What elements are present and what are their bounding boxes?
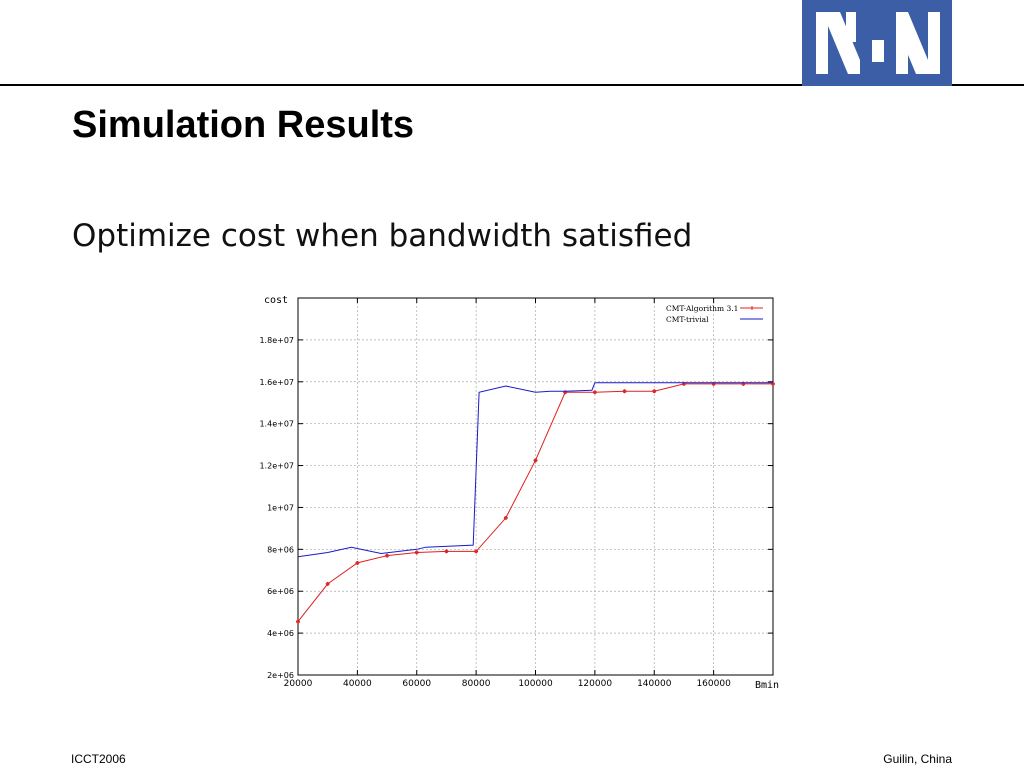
ngn-logo-icon	[802, 0, 952, 86]
y-tick-label: 1.4e+07	[259, 420, 294, 429]
data-point-ring	[652, 389, 657, 394]
x-axis-label: Bmin	[755, 680, 779, 691]
data-point-ring	[325, 582, 330, 586]
legend-label: CMT-Algorithm 3.1	[666, 304, 738, 313]
y-tick-label: 8e+06	[267, 545, 294, 554]
series	[296, 381, 775, 624]
legend: CMT-Algorithm 3.1 CMT-trivial	[666, 304, 763, 324]
series-line-2	[297, 382, 773, 558]
data-point-ring	[622, 389, 627, 394]
y-tick-label: 4e+06	[267, 629, 294, 638]
y-tick-label: 1.8e+07	[259, 336, 294, 345]
y-tick-label: 1.6e+07	[259, 378, 294, 387]
y-axis-ticks: 2e+06 4e+06 6e+06 8e+06 1e+07 1.2e+07 1.4e+07 1…	[259, 336, 773, 680]
data-point-ring	[474, 549, 478, 554]
y-tick-label: 1e+07	[267, 503, 294, 512]
x-tick-label: 160000	[696, 679, 731, 689]
x-tick-label: 120000	[578, 679, 613, 689]
x-axis-ticks: 20000 40000 60000 80000 100000 120000 140000 16…	[284, 298, 731, 689]
slide-title: Simulation Results	[72, 104, 415, 146]
x-tick-label: 40000	[343, 679, 372, 689]
x-tick-label: 140000	[637, 679, 672, 689]
legend-marker	[750, 306, 754, 310]
grid	[298, 298, 773, 676]
y-tick-label: 2e+06	[267, 671, 294, 680]
x-tick-label: 100000	[518, 679, 553, 689]
y-axis-label: cost	[264, 295, 288, 306]
footer-location: Guilin, China	[883, 752, 952, 766]
x-tick-label: 80000	[462, 679, 491, 689]
footer-conference: ICCT2006	[71, 752, 126, 766]
y-tick-label: 1.2e+07	[259, 462, 294, 471]
top-rule	[0, 84, 1024, 86]
cost-line-chart: 2e+06 4e+06 6e+06 8e+06 1e+07 1.2e+07 1.4e+07 1…	[259, 295, 779, 691]
data-point-ring	[355, 561, 360, 565]
data-point-ring	[504, 516, 508, 520]
data-point-ring	[296, 619, 300, 624]
data-point-ring	[593, 390, 597, 395]
data-point-ring	[385, 553, 389, 558]
data-point-ring	[444, 549, 449, 554]
legend-label: CMT-trivial	[666, 315, 709, 324]
x-tick-label: 20000	[284, 679, 313, 689]
y-tick-label: 6e+06	[267, 587, 294, 596]
slide-subtitle: Optimize cost when bandwidth satisfied	[72, 218, 693, 254]
data-point-ring	[533, 458, 538, 463]
x-tick-label: 60000	[402, 679, 431, 689]
data-point-ring	[414, 550, 419, 555]
